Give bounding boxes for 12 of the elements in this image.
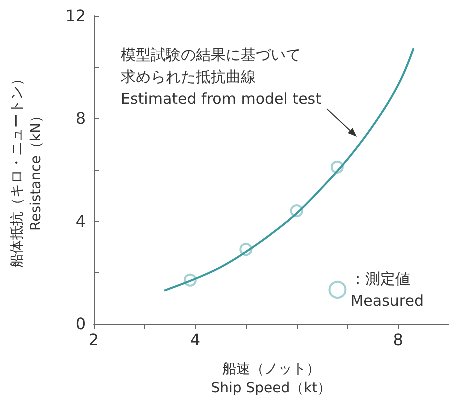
y-tick-label: 12 — [66, 6, 86, 26]
annotation: 模型試験の結果に基づいて求められた抵抗曲線 — [121, 46, 301, 86]
legend-label: ：測定値 Measured — [350, 270, 424, 310]
annotation: Estimated from model test — [121, 90, 322, 108]
y-axis-title: 船体抵抗（キロ・ニュートン） Resistance（kN） — [10, 72, 44, 268]
x-tick-label: 2 — [88, 330, 100, 350]
y-tick-label: 4 — [76, 212, 86, 231]
x-tick-label: 4 — [190, 330, 201, 350]
y-tick-label: 0 — [76, 314, 86, 334]
x-tick-label: 8 — [393, 330, 404, 350]
y-tick-label: 8 — [76, 109, 86, 128]
x-axis-title: 船速（ノット） Ship Speed（kt） — [211, 362, 332, 396]
